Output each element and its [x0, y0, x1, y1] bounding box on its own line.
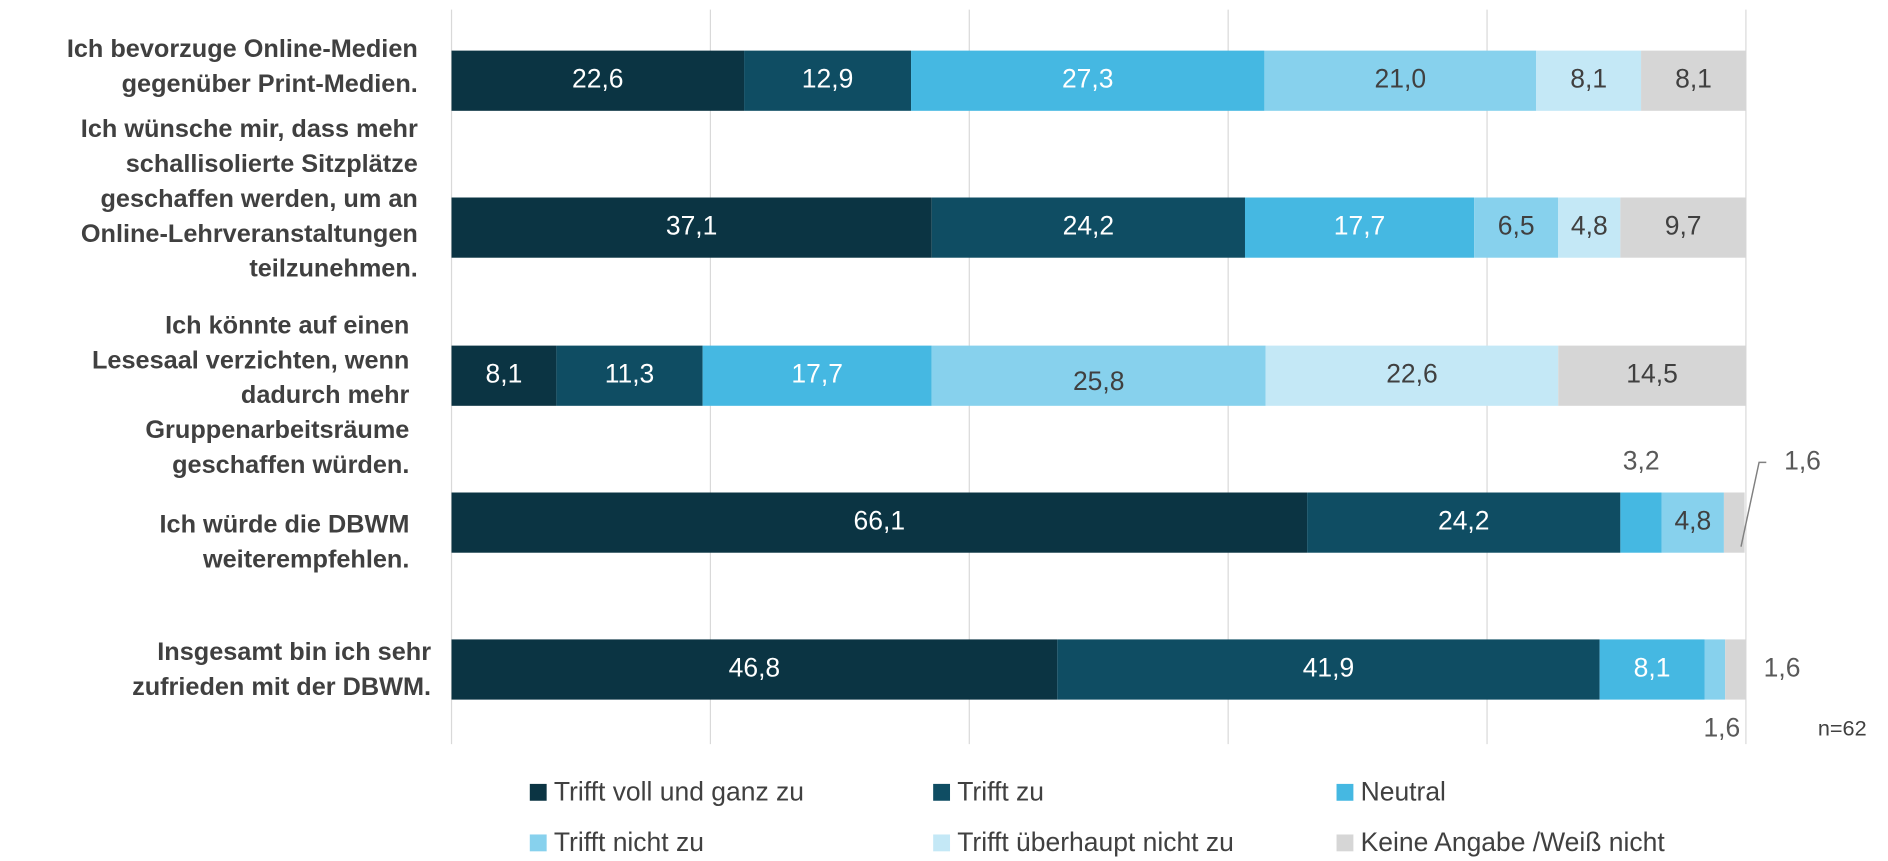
- bar-segment: [1474, 197, 1559, 258]
- bar-segment: [1307, 492, 1621, 553]
- category-line: teilzunehmen.: [249, 254, 417, 282]
- category-line: Ich würde die DBWM: [160, 510, 410, 538]
- value-label: 37,1: [666, 211, 718, 241]
- value-label: 8,1: [486, 359, 523, 389]
- bar-segment: [1536, 50, 1642, 111]
- category-line: Gruppenarbeitsräume: [145, 416, 409, 444]
- value-label: 14,5: [1626, 359, 1678, 389]
- bar-segment: [1620, 197, 1746, 258]
- value-label: 24,2: [1063, 211, 1115, 241]
- bar-segment: [1620, 492, 1662, 553]
- legend-swatch: [1336, 783, 1354, 801]
- value-label: 8,1: [1675, 64, 1712, 94]
- bar-segment: [1244, 197, 1475, 258]
- category-label: Insgesamt bin ich sehr zufrieden mit der …: [132, 638, 431, 701]
- value-label: 3,2: [1623, 445, 1660, 475]
- category-line: Insgesamt bin ich sehr: [157, 638, 431, 666]
- category-line: gegenüber Print-Medien.: [122, 70, 418, 98]
- bar-segment: [744, 50, 912, 111]
- bar-segment: [911, 50, 1265, 111]
- value-label: 1,6: [1703, 713, 1740, 743]
- value-label: 22,6: [572, 64, 624, 94]
- legend-swatch: [529, 834, 547, 852]
- legend-label: Trifft voll und ganz zu: [554, 777, 804, 807]
- value-label: 4,8: [1674, 506, 1711, 536]
- bar-segment: [451, 197, 932, 258]
- bar-segment: [1599, 639, 1705, 700]
- value-label: 17,7: [791, 359, 843, 389]
- category-line: schallisolierte Sitzplätze: [126, 150, 418, 178]
- value-label: 41,9: [1303, 653, 1355, 683]
- category-line: Ich wünsche mir, dass mehr: [81, 115, 418, 143]
- sample-note: n=62: [1818, 715, 1867, 740]
- bar-segment: [1723, 492, 1745, 553]
- category-line: Online-Lehrveranstaltungen: [81, 220, 418, 248]
- bar-segment: [451, 492, 1308, 553]
- bar-segment: [451, 639, 1058, 700]
- value-label: 46,8: [729, 653, 781, 683]
- value-label: 24,2: [1438, 506, 1490, 536]
- bar-segment: [1265, 345, 1559, 406]
- category-label: Ich wünsche mir, dass mehr schallisoliert…: [81, 115, 418, 283]
- category-label: Ich bevorzuge Online-Medien gegenüber Pri…: [67, 35, 418, 98]
- legend-label: Trifft zu: [957, 777, 1044, 807]
- legend-label: Neutral: [1361, 777, 1446, 807]
- bar-segment: [1704, 639, 1726, 700]
- value-label: 17,7: [1334, 211, 1386, 241]
- value-label: 6,5: [1498, 211, 1535, 241]
- value-label: 66,1: [854, 506, 906, 536]
- value-label: 1,6: [1764, 653, 1801, 683]
- value-label: 25,8: [1073, 366, 1125, 396]
- legend-swatch: [529, 783, 547, 801]
- legend-label: Trifft nicht zu: [554, 827, 704, 857]
- value-label: 8,1: [1634, 653, 1671, 683]
- value-label: 4,8: [1571, 211, 1608, 241]
- value-label: 27,3: [1062, 64, 1114, 94]
- category-line: zufrieden mit der DBWM.: [132, 673, 431, 701]
- value-label: 11,3: [605, 359, 655, 389]
- legend-label: Keine Angabe /Weiß nicht: [1361, 827, 1666, 857]
- category-label: Ich würde die DBWM weiterempfehlen.: [160, 510, 410, 573]
- category-line: dadurch mehr: [241, 381, 410, 409]
- bar-segment: [1558, 197, 1621, 258]
- category-line: geschaffen werden, um an: [101, 185, 418, 213]
- value-label: 12,9: [802, 64, 854, 94]
- value-label: 22,6: [1386, 359, 1438, 389]
- legend-swatch: [933, 783, 951, 801]
- bar-segment: [1264, 50, 1537, 111]
- bar-segment: [1641, 50, 1746, 111]
- value-label: 9,7: [1665, 211, 1702, 241]
- category-label: Ich könnte auf einen Lesesaal verzichten,…: [92, 311, 410, 479]
- category-line: weiterempfehlen.: [202, 545, 409, 573]
- bar-segment: [451, 50, 745, 111]
- category-line: Lesesaal verzichten, wenn: [92, 346, 409, 374]
- bar-segment: [702, 345, 932, 406]
- category-line: geschaffen würden.: [172, 451, 409, 479]
- bar-segment: [1558, 345, 1746, 406]
- legend-label: Trifft überhaupt nicht zu: [957, 827, 1234, 857]
- leader-line: [1740, 461, 1767, 547]
- value-label: 1,6: [1784, 445, 1821, 475]
- value-label: 8,1: [1570, 64, 1607, 94]
- legend-swatch: [1336, 834, 1354, 852]
- bar-segment: [931, 197, 1245, 258]
- bar-segment: [1057, 639, 1600, 700]
- bar-segment: [556, 345, 703, 406]
- bar-segment: [931, 345, 1266, 406]
- bar-segment: [1725, 639, 1746, 700]
- legend-swatch: [933, 834, 951, 852]
- value-label: 21,0: [1375, 64, 1427, 94]
- bar-segment: [1661, 492, 1724, 553]
- category-line: Ich könnte auf einen: [165, 311, 409, 339]
- category-line: Ich bevorzuge Online-Medien: [67, 35, 418, 63]
- bar-segment: [451, 345, 557, 406]
